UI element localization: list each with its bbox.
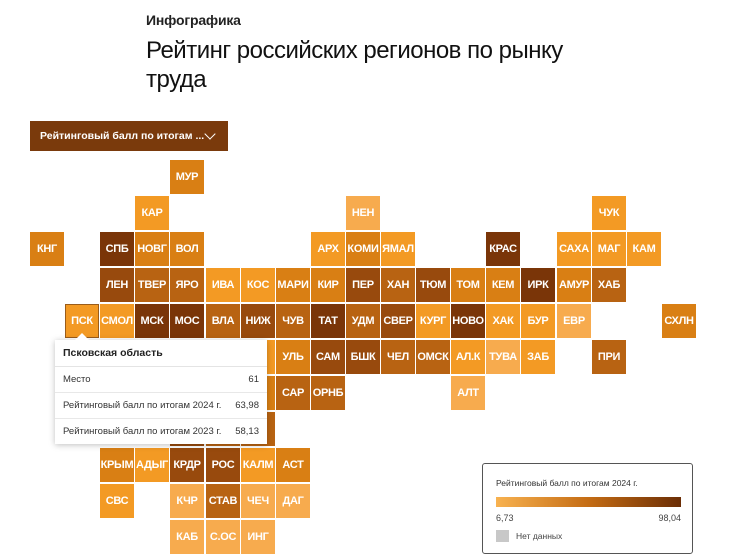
region-tile[interactable]: САХА (557, 232, 591, 266)
page-title: Рейтинг российских регионов по рынку тру… (146, 37, 563, 93)
region-tile[interactable]: КАМ (627, 232, 661, 266)
region-tile[interactable]: МУР (170, 160, 204, 194)
region-tile[interactable]: КНГ (30, 232, 64, 266)
region-tile[interactable]: С.ОС (206, 520, 240, 554)
tooltip-value: 61 (248, 374, 259, 385)
region-tile[interactable]: КАР (135, 196, 169, 230)
region-tile[interactable]: СПБ (100, 232, 134, 266)
region-tile[interactable]: ИНГ (241, 520, 275, 554)
region-tile[interactable]: ТЮМ (416, 268, 450, 302)
dropdown-selected-label: Рейтинговый балл по итогам ... (40, 130, 205, 142)
region-tile[interactable]: МСК (135, 304, 169, 338)
region-tile[interactable]: ХАН (381, 268, 415, 302)
region-tile[interactable]: КАЛМ (241, 448, 275, 482)
region-tile[interactable]: ХАБ (592, 268, 626, 302)
legend-gradient-bar (496, 497, 681, 507)
region-tile[interactable]: ЧЕЧ (241, 484, 275, 518)
region-tile[interactable]: АМУР (557, 268, 591, 302)
kicker-label: Инфографика (146, 12, 241, 28)
region-tile[interactable]: НОВО (451, 304, 485, 338)
region-tile[interactable]: БШК (346, 340, 380, 374)
tooltip-row-rank: Место 61 (55, 367, 267, 393)
metric-dropdown[interactable]: Рейтинговый балл по итогам ... (30, 121, 228, 151)
region-tile[interactable]: ПРИ (592, 340, 626, 374)
tooltip-row-score-2023: Рейтинговый балл по итогам 2023 г. 58,13 (55, 419, 267, 444)
region-tile[interactable]: СМОЛ (100, 304, 134, 338)
region-tile[interactable]: САМ (311, 340, 345, 374)
region-tile[interactable]: РОС (206, 448, 240, 482)
region-tile[interactable]: НИЖ (241, 304, 275, 338)
region-tile[interactable]: ВЛА (206, 304, 240, 338)
region-tile[interactable]: КОС (241, 268, 275, 302)
tooltip-region-name: Псковская область (55, 340, 267, 367)
tooltip-value: 63,98 (235, 400, 259, 411)
tooltip-label: Рейтинговый балл по итогам 2024 г. (63, 400, 222, 411)
region-tile[interactable]: АРХ (311, 232, 345, 266)
tooltip-label: Рейтинговый балл по итогам 2023 г. (63, 426, 222, 437)
region-tile[interactable]: МАРИ (276, 268, 310, 302)
region-tile[interactable]: ОМСК (416, 340, 450, 374)
region-tile[interactable]: ТУВА (486, 340, 520, 374)
region-tile[interactable]: ВОЛ (170, 232, 204, 266)
region-tile[interactable]: БУР (521, 304, 555, 338)
region-tile[interactable]: ХАК (486, 304, 520, 338)
region-tile[interactable]: ТАТ (311, 304, 345, 338)
no-data-swatch (496, 530, 509, 542)
region-tile[interactable]: ТВЕР (135, 268, 169, 302)
region-tile[interactable]: КЧР (170, 484, 204, 518)
region-tile[interactable]: СВС (100, 484, 134, 518)
tooltip-pointer (74, 333, 90, 341)
region-tile[interactable]: ИРК (521, 268, 555, 302)
region-tile[interactable]: ОРНБ (311, 376, 345, 410)
region-tile[interactable]: МАГ (592, 232, 626, 266)
region-tile[interactable]: КОМИ (346, 232, 380, 266)
region-tile[interactable]: ЕВР (557, 304, 591, 338)
legend-title: Рейтинговый балл по итогам 2024 г. (496, 478, 638, 488)
region-tile[interactable]: КРЫМ (100, 448, 134, 482)
region-tile[interactable]: НЕН (346, 196, 380, 230)
region-tile[interactable]: КИР (311, 268, 345, 302)
region-tile[interactable]: САР (276, 376, 310, 410)
region-tile[interactable]: ПЕР (346, 268, 380, 302)
region-tile[interactable]: УДМ (346, 304, 380, 338)
region-tile[interactable]: ПСК (65, 304, 99, 338)
region-tile[interactable]: КРАС (486, 232, 520, 266)
legend-max: 98,04 (658, 513, 681, 523)
tooltip-row-score-2024: Рейтинговый балл по итогам 2024 г. 63,98 (55, 393, 267, 419)
region-tile[interactable]: ЧЕЛ (381, 340, 415, 374)
region-tile[interactable]: КУРГ (416, 304, 450, 338)
region-tooltip: Псковская область Место 61 Рейтинговый б… (55, 333, 267, 444)
region-tile[interactable]: ЧУК (592, 196, 626, 230)
tooltip-value: 58,13 (235, 426, 259, 437)
region-tile[interactable]: КАБ (170, 520, 204, 554)
region-tile[interactable]: МОС (170, 304, 204, 338)
tooltip-label: Место (63, 374, 91, 385)
region-tile[interactable]: ЯМАЛ (381, 232, 415, 266)
region-tile[interactable]: КРДР (170, 448, 204, 482)
region-tile[interactable]: СВЕР (381, 304, 415, 338)
region-tile[interactable]: ЛЕН (100, 268, 134, 302)
legend-min: 6,73 (496, 513, 514, 523)
region-tile[interactable]: АЛТ (451, 376, 485, 410)
region-tile[interactable]: АЛ.К (451, 340, 485, 374)
color-legend: Рейтинговый балл по итогам 2024 г. 6,73 … (482, 463, 693, 554)
region-tile[interactable]: НОВГ (135, 232, 169, 266)
region-tile[interactable]: СХЛН (662, 304, 696, 338)
region-tile[interactable]: АДЫГ (135, 448, 169, 482)
region-tile[interactable]: ЧУВ (276, 304, 310, 338)
region-tile[interactable]: ТОМ (451, 268, 485, 302)
no-data-label: Нет данных (516, 531, 563, 541)
region-tile[interactable]: ДАГ (276, 484, 310, 518)
region-tile[interactable]: ЗАБ (521, 340, 555, 374)
region-tile[interactable]: АСТ (276, 448, 310, 482)
region-tile[interactable]: СТАВ (206, 484, 240, 518)
region-tile[interactable]: КЕМ (486, 268, 520, 302)
region-tile[interactable]: ЯРО (170, 268, 204, 302)
region-tile[interactable]: ИВА (206, 268, 240, 302)
region-tile[interactable]: УЛЬ (276, 340, 310, 374)
